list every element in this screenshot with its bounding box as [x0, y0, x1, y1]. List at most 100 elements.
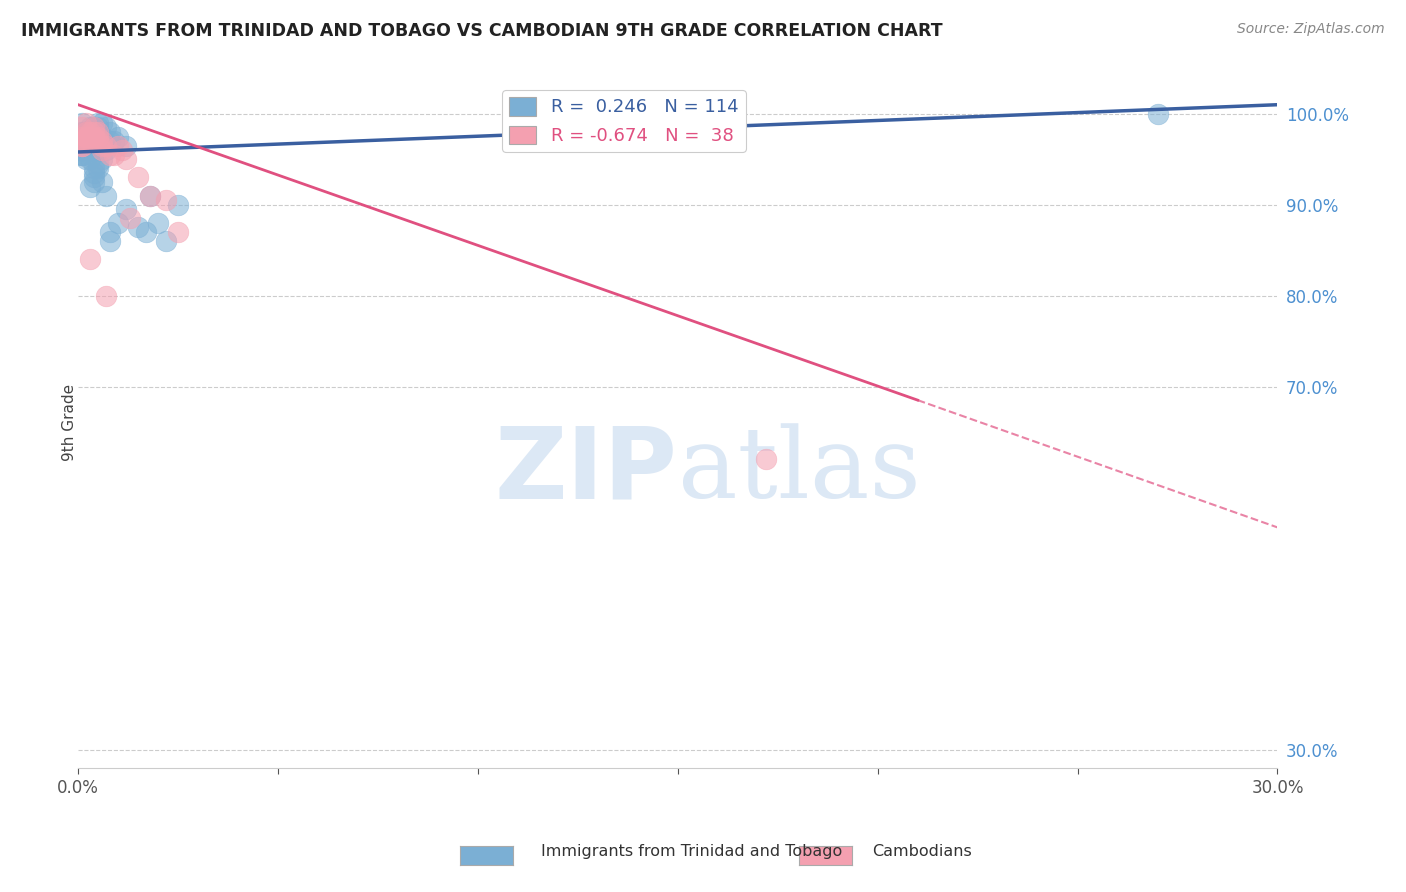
Point [83, 161, 105, 176]
Point [79, 129, 101, 144]
Point [111, 143, 134, 157]
Point [87, 129, 110, 144]
Point [79, 153, 101, 167]
Point [70, 147, 93, 161]
Point [79, 129, 101, 144]
Point [75, 134, 97, 148]
Point [87, 138, 110, 153]
Point [79, 129, 101, 144]
Point [87, 134, 110, 148]
Point [115, 138, 138, 153]
Point [79, 143, 101, 157]
Point [70, 143, 93, 157]
Point [139, 188, 162, 202]
Point [83, 125, 105, 139]
Point [83, 166, 105, 180]
Point [79, 129, 101, 144]
Point [70, 143, 93, 157]
Point [70, 134, 93, 148]
Point [70, 120, 93, 135]
Point [83, 125, 105, 139]
Point [79, 138, 101, 153]
Point [70, 143, 93, 157]
Point [70, 129, 93, 144]
Point [70, 134, 93, 148]
Point [91, 138, 114, 153]
Point [70, 134, 93, 148]
Point [79, 134, 101, 148]
Point [75, 129, 97, 144]
Point [70, 147, 93, 161]
Point [75, 134, 97, 148]
Point [70, 143, 93, 157]
Point [83, 129, 105, 144]
Point [70, 129, 93, 144]
Point [79, 138, 101, 153]
Point [755, 452, 778, 467]
Point [91, 116, 114, 130]
Point [94, 288, 117, 302]
Point [75, 129, 97, 144]
Point [91, 129, 114, 144]
Point [127, 170, 149, 185]
Y-axis label: 9th Grade: 9th Grade [62, 384, 77, 461]
Point [83, 120, 105, 135]
Point [79, 134, 101, 148]
Point [83, 125, 105, 139]
Point [94, 188, 117, 202]
Point [98, 234, 121, 248]
Legend: R =  0.246   N = 114, R = -0.674   N =  38: R = 0.246 N = 114, R = -0.674 N = 38 [502, 90, 745, 153]
Point [75, 129, 97, 144]
Point [107, 138, 129, 153]
Point [87, 143, 110, 157]
Point [79, 129, 101, 144]
Point [87, 157, 110, 171]
Point [139, 188, 162, 202]
Point [94, 143, 117, 157]
Point [1146, 107, 1168, 121]
Text: Immigrants from Trinidad and Tobago: Immigrants from Trinidad and Tobago [541, 845, 842, 859]
Point [87, 129, 110, 144]
Text: Source: ZipAtlas.com: Source: ZipAtlas.com [1237, 22, 1385, 37]
Point [135, 225, 157, 239]
Point [87, 161, 110, 176]
Point [115, 153, 138, 167]
Point [75, 129, 97, 144]
Point [87, 138, 110, 153]
Point [79, 143, 101, 157]
Point [75, 134, 97, 148]
Point [79, 129, 101, 144]
Point [70, 138, 93, 153]
Point [75, 116, 97, 130]
Point [75, 125, 97, 139]
Point [167, 225, 190, 239]
Point [98, 225, 121, 239]
Point [91, 153, 114, 167]
Point [79, 125, 101, 139]
Point [87, 116, 110, 130]
Point [75, 125, 97, 139]
Point [83, 175, 105, 189]
Point [91, 175, 114, 189]
Point [79, 125, 101, 139]
Point [83, 120, 105, 135]
Point [83, 170, 105, 185]
Point [75, 134, 97, 148]
Point [75, 138, 97, 153]
Point [70, 134, 93, 148]
Point [70, 138, 93, 153]
Point [75, 138, 97, 153]
Point [146, 216, 169, 230]
Point [79, 129, 101, 144]
Point [83, 125, 105, 139]
Point [70, 138, 93, 153]
Point [70, 143, 93, 157]
Point [79, 129, 101, 144]
Point [70, 129, 93, 144]
Point [75, 125, 97, 139]
Point [83, 120, 105, 135]
Point [79, 138, 101, 153]
Point [79, 179, 101, 194]
Text: atlas: atlas [678, 424, 921, 519]
Point [115, 202, 138, 217]
